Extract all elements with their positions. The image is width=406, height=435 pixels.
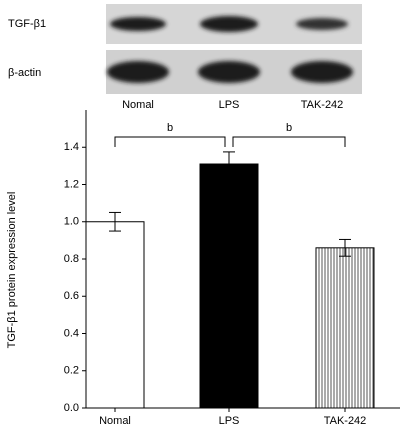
x-tick-label: Nomal <box>99 415 131 427</box>
band <box>296 18 348 30</box>
band <box>200 16 258 32</box>
x-tick-label: TAK-242 <box>324 415 367 427</box>
bar <box>199 163 259 409</box>
lane-label: TAK-242 <box>301 99 344 111</box>
y-tick-label: 0.4 <box>64 327 79 339</box>
significance-bracket <box>114 136 226 147</box>
blot-row-label: β-actin <box>8 67 41 79</box>
y-tick-label: 0.2 <box>64 365 79 377</box>
band <box>110 17 166 31</box>
significance-bracket <box>232 136 346 147</box>
lane-label: LPS <box>219 99 240 111</box>
bar <box>85 221 145 409</box>
y-tick-label: 1.4 <box>64 141 79 153</box>
band <box>198 61 260 83</box>
y-tick-label: 1.0 <box>64 216 79 228</box>
y-tick-label: 0.0 <box>64 402 79 414</box>
significance-label: b <box>286 122 292 134</box>
band <box>107 61 169 83</box>
band <box>291 61 353 83</box>
western-blot: TGF-β1 β-actin <box>8 4 362 94</box>
significance-label: b <box>167 122 173 134</box>
y-tick-label: 0.8 <box>64 253 79 265</box>
bar <box>315 247 375 409</box>
y-tick-label: 1.2 <box>64 178 79 190</box>
y-tick-label: 0.6 <box>64 290 79 302</box>
blot-row-label: TGF-β1 <box>8 18 46 30</box>
x-tick-label: LPS <box>219 415 240 427</box>
y-axis-label: TGF-β1 protein expression level <box>6 192 18 349</box>
lane-label: Nomal <box>122 99 154 111</box>
